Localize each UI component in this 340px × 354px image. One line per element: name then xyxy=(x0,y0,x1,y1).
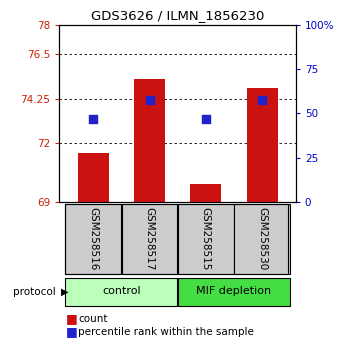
Bar xyxy=(65,204,121,274)
Point xyxy=(203,116,208,122)
Text: ■: ■ xyxy=(66,325,78,338)
Text: MIF depletion: MIF depletion xyxy=(196,286,271,296)
Text: protocol: protocol xyxy=(13,287,56,297)
Bar xyxy=(234,204,290,274)
Text: GSM258517: GSM258517 xyxy=(144,207,154,271)
Bar xyxy=(134,79,165,202)
Bar xyxy=(190,184,221,202)
Text: ■: ■ xyxy=(66,312,78,325)
Point xyxy=(90,116,96,122)
Bar xyxy=(178,204,234,274)
Title: GDS3626 / ILMN_1856230: GDS3626 / ILMN_1856230 xyxy=(91,9,264,22)
Bar xyxy=(178,278,290,306)
Text: GSM258530: GSM258530 xyxy=(257,207,267,270)
Text: GSM258516: GSM258516 xyxy=(88,207,98,271)
Bar xyxy=(78,153,109,202)
Bar xyxy=(65,278,177,306)
Text: ▶: ▶ xyxy=(61,287,69,297)
Bar xyxy=(246,88,277,202)
Bar xyxy=(122,204,177,274)
Text: GSM258515: GSM258515 xyxy=(201,207,211,271)
Text: control: control xyxy=(102,286,141,296)
Point xyxy=(259,98,265,103)
Text: percentile rank within the sample: percentile rank within the sample xyxy=(78,327,254,337)
Point xyxy=(147,98,152,103)
Text: count: count xyxy=(78,314,108,324)
